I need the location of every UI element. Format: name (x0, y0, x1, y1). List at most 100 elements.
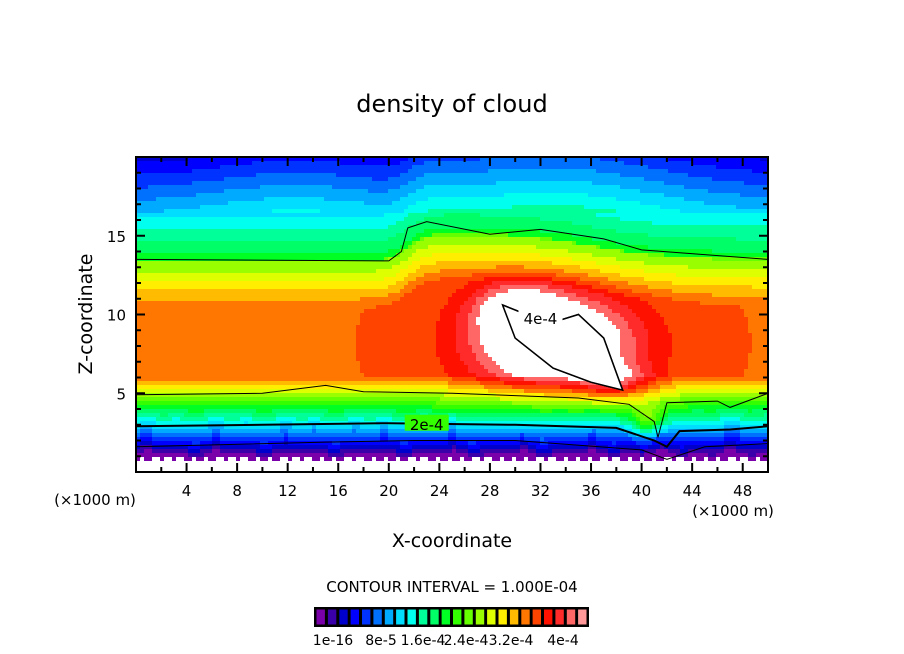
field-cell (344, 249, 349, 254)
field-cell (408, 265, 413, 270)
field-cell (352, 173, 357, 178)
field-cell (592, 221, 597, 226)
field-cell (332, 253, 337, 258)
field-cell (264, 205, 269, 210)
field-cell (404, 181, 409, 186)
field-cell (292, 201, 297, 206)
field-cell (172, 269, 177, 274)
field-cell (352, 269, 357, 274)
field-cell (336, 165, 341, 170)
field-cell (640, 249, 645, 254)
field-cell (480, 253, 485, 258)
field-cell (732, 169, 737, 174)
field-cell (188, 205, 193, 210)
field-cell (228, 257, 233, 262)
field-cell (716, 257, 721, 262)
field-cell (444, 169, 449, 174)
field-cell (388, 233, 393, 238)
field-cell (368, 169, 373, 174)
field-cell (564, 169, 569, 174)
field-cell (196, 261, 201, 266)
field-cell (468, 177, 473, 182)
field-cell (392, 277, 397, 282)
field-cell (288, 205, 293, 210)
field-cell (140, 185, 145, 190)
field-cell (184, 181, 189, 186)
field-cell (548, 237, 553, 242)
field-cell (368, 213, 373, 218)
field-cell (388, 241, 393, 246)
field-cell (328, 233, 333, 238)
field-cell (496, 177, 501, 182)
field-cell (332, 201, 337, 206)
field-cell (604, 197, 609, 202)
field-cell (260, 249, 265, 254)
field-cell (424, 205, 429, 210)
field-cell (276, 257, 281, 262)
field-cell (284, 273, 289, 278)
field-cell (148, 225, 153, 230)
field-cell (672, 249, 677, 254)
field-cell (324, 181, 329, 186)
field-cell (372, 281, 377, 286)
field-cell (260, 189, 265, 194)
field-cell (164, 249, 169, 254)
field-cell (372, 217, 377, 222)
field-cell (172, 181, 177, 186)
field-cell (264, 261, 269, 266)
field-cell (484, 205, 489, 210)
field-cell (404, 185, 409, 190)
field-cell (312, 233, 317, 238)
field-cell (340, 221, 345, 226)
field-cell (728, 177, 733, 182)
field-cell (444, 257, 449, 262)
field-cell (552, 189, 557, 194)
field-cell (324, 281, 329, 286)
field-cell (756, 173, 761, 178)
field-cell (540, 229, 545, 234)
field-cell (748, 157, 753, 162)
field-cell (164, 173, 169, 178)
field-cell (400, 209, 405, 214)
field-cell (696, 205, 701, 210)
field-cell (700, 249, 705, 254)
field-cell (696, 189, 701, 194)
field-cell (272, 157, 277, 162)
field-cell (336, 253, 341, 258)
field-cell (364, 277, 369, 282)
field-cell (216, 229, 221, 234)
field-cell (516, 269, 521, 274)
field-cell (604, 257, 609, 262)
field-cell (292, 205, 297, 210)
field-cell (308, 181, 313, 186)
field-cell (196, 241, 201, 246)
field-cell (216, 253, 221, 258)
field-cell (408, 257, 413, 262)
field-cell (524, 213, 529, 218)
field-cell (708, 181, 713, 186)
field-cell (380, 177, 385, 182)
field-cell (312, 181, 317, 186)
field-cell (652, 233, 657, 238)
field-cell (324, 161, 329, 166)
field-cell (412, 177, 417, 182)
field-cell (704, 213, 709, 218)
field-cell (612, 269, 617, 274)
field-cell (368, 157, 373, 162)
field-cell (452, 273, 457, 278)
field-cell (596, 245, 601, 250)
field-cell (536, 217, 541, 222)
field-cell (564, 185, 569, 190)
field-cell (380, 169, 385, 174)
field-cell (304, 273, 309, 278)
field-cell (256, 201, 261, 206)
field-cell (432, 237, 437, 242)
field-cell (520, 221, 525, 226)
field-cell (160, 161, 165, 166)
field-cell (428, 237, 433, 242)
field-cell (244, 193, 249, 198)
field-cell (764, 165, 768, 170)
field-cell (660, 185, 665, 190)
field-cell (752, 221, 757, 226)
field-cell (620, 273, 625, 278)
